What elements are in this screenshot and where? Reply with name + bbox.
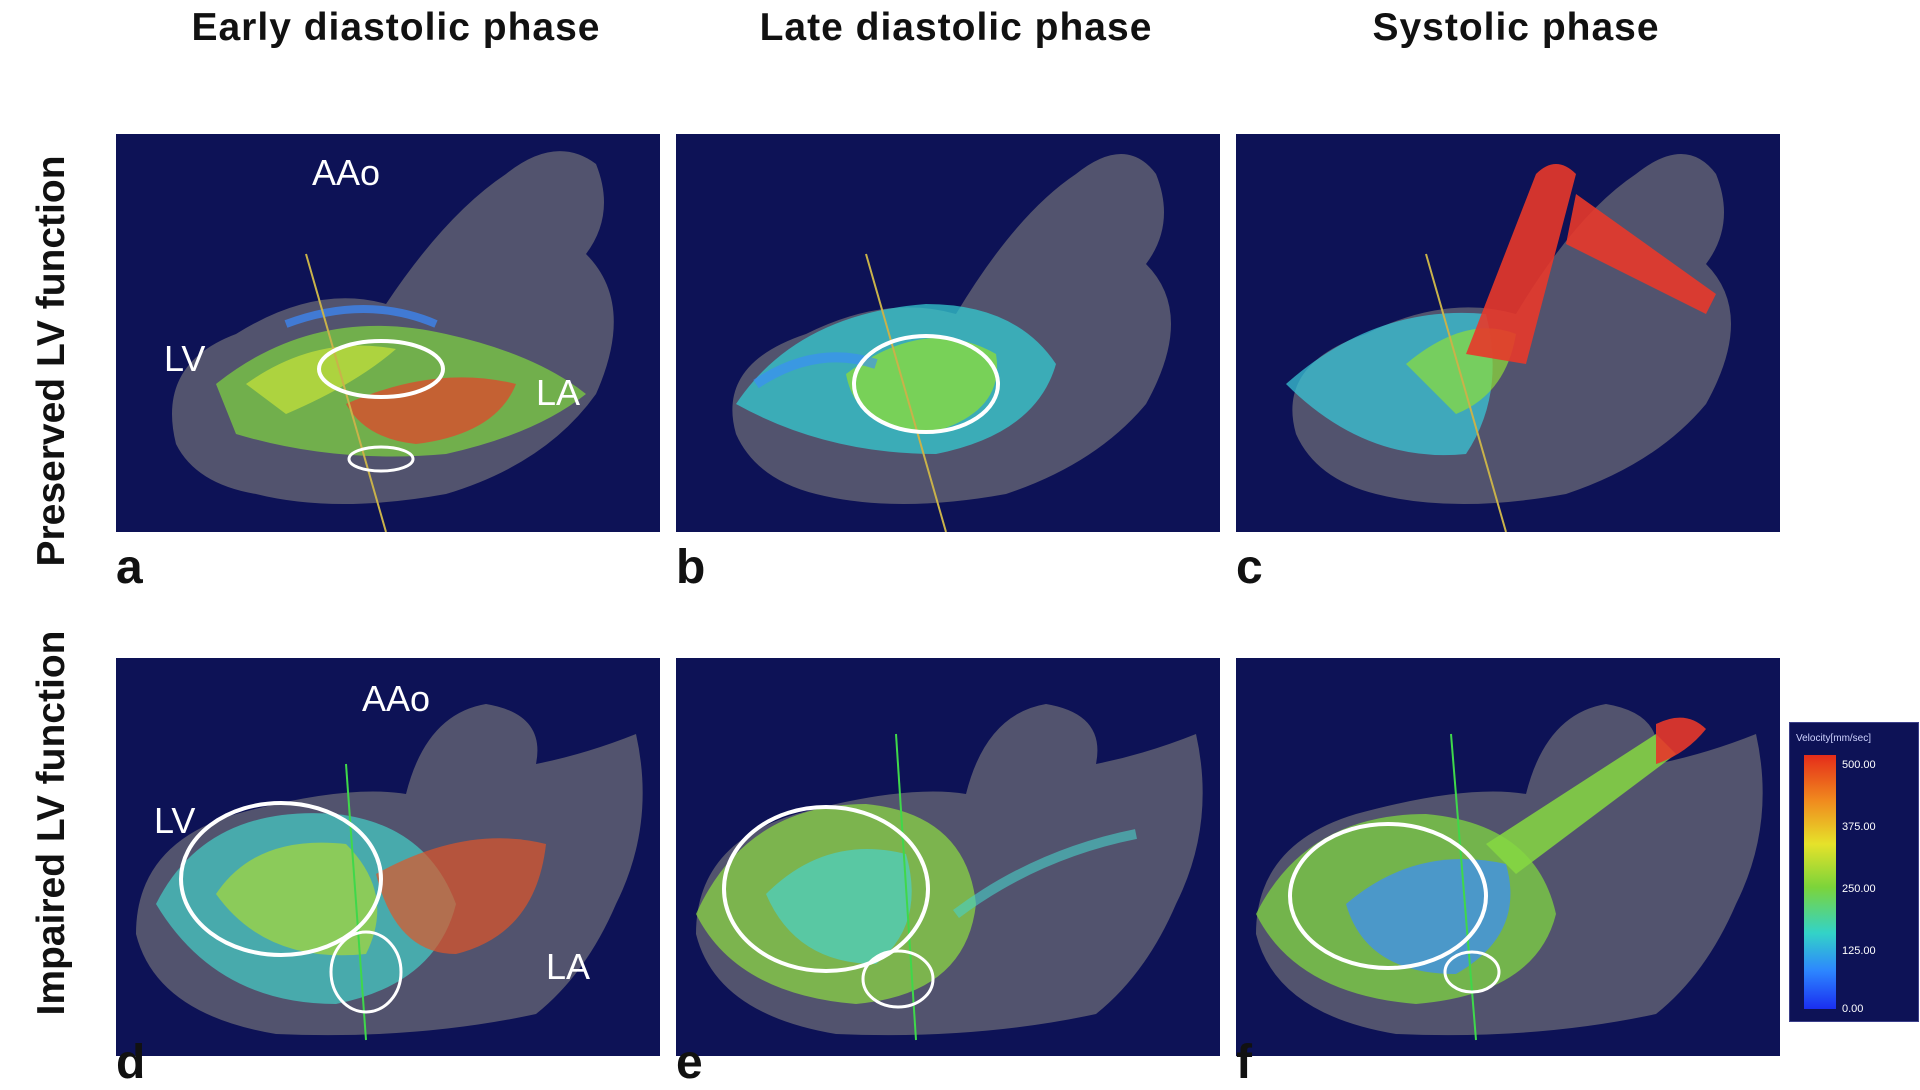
panel-letter-f: f [1236,1036,1252,1089]
legend-title: Velocity[mm/sec] [1796,733,1872,744]
legend-color-bar [1804,755,1836,1009]
panel-letter-e: e [676,1036,703,1089]
panel-b [676,134,1220,532]
panel-a: AAo LV LA [116,134,660,532]
label-aao-a: AAo [312,152,381,193]
panel-letter-d: d [116,1036,146,1089]
flow-image-f [1256,704,1763,1041]
panel-letter-c: c [1236,541,1263,594]
column-title-systolic: Systolic phase [1372,6,1660,49]
label-lv-d: LV [154,800,196,841]
label-aao-d: AAo [362,678,431,719]
label-la-a: LA [536,372,581,413]
legend-tick: 250.00 [1842,883,1876,895]
legend-tick: 500.00 [1842,759,1876,771]
panel-c [1236,134,1780,532]
velocity-legend: Velocity[mm/sec] 500.00 375.00 250.00 12… [1789,722,1919,1022]
flow-image-b [732,154,1171,532]
panel-letter-a: a [116,541,143,594]
column-title-late-diastolic: Late diastolic phase [759,6,1153,49]
label-la-d: LA [546,946,591,987]
legend-tick: 375.00 [1842,821,1876,833]
legend-tick: 0.00 [1842,1003,1864,1015]
legend-tick: 125.00 [1842,945,1876,957]
flow-image-e [696,704,1203,1041]
column-title-early-diastolic: Early diastolic phase [191,6,601,49]
panel-d: AAo LV LA [116,658,660,1056]
row-title-impaired: Impaired LV function [30,630,73,1016]
flow-image-d [136,704,643,1041]
label-lv-a: LV [164,338,206,379]
panel-e [676,658,1220,1056]
panel-f [1236,658,1780,1056]
flow-image-c [1286,154,1731,532]
row-title-preserved: Preserved LV function [30,155,73,567]
flow-image-a [172,151,614,532]
panel-letter-b: b [676,541,706,594]
